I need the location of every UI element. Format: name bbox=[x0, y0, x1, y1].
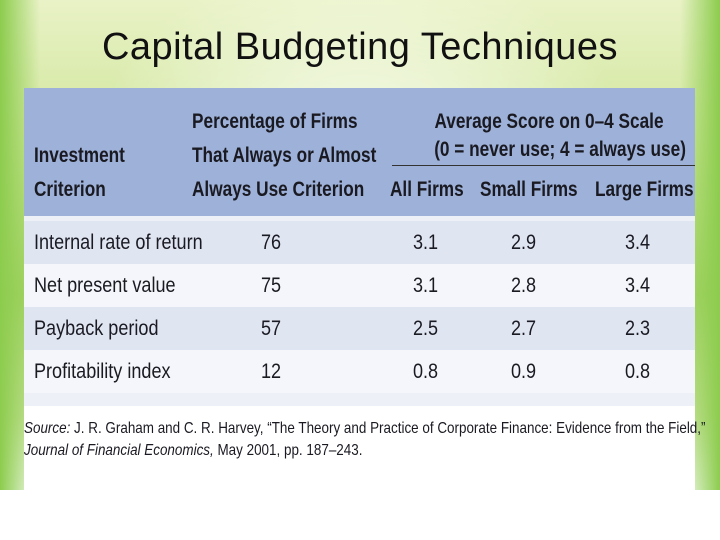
survey-table: Investment Criterion Percentage of Firms… bbox=[24, 88, 695, 406]
table-source-note: Source: J. R. Graham and C. R. Harvey, “… bbox=[24, 418, 706, 462]
source-line1: Source: J. R. Graham and C. R. Harvey, “… bbox=[24, 418, 706, 440]
row-large-firms: 3.4 bbox=[625, 231, 651, 254]
table-header: Investment Criterion Percentage of Firms… bbox=[24, 88, 695, 216]
table-row: Profitability index 12 0.8 0.9 0.8 bbox=[24, 350, 695, 393]
row-small-firms: 2.8 bbox=[511, 274, 537, 297]
source-authors-title: J. R. Graham and C. R. Harvey, “The Theo… bbox=[70, 420, 706, 437]
header-all-firms: All Firms bbox=[390, 178, 464, 201]
row-criterion: Payback period bbox=[34, 317, 159, 340]
header-group-rule bbox=[392, 165, 695, 166]
table-row: Net present value 75 3.1 2.8 3.4 bbox=[24, 264, 695, 307]
row-pct: 75 bbox=[261, 274, 282, 297]
header-criterion-line2: Criterion bbox=[34, 178, 106, 201]
row-pct: 57 bbox=[261, 317, 282, 340]
slide-title: Capital Budgeting Techniques bbox=[101, 26, 619, 68]
table-row: Payback period 57 2.5 2.7 2.3 bbox=[24, 307, 695, 350]
table-row: Internal rate of return 76 3.1 2.9 3.4 bbox=[24, 221, 695, 264]
row-small-firms: 2.9 bbox=[511, 231, 537, 254]
row-large-firms: 2.3 bbox=[625, 317, 651, 340]
row-pct: 12 bbox=[261, 360, 282, 383]
row-all-firms: 3.1 bbox=[413, 274, 439, 297]
source-label: Source: bbox=[24, 420, 71, 437]
header-avg-line2: (0 = never use; 4 = always use) bbox=[434, 138, 686, 161]
row-all-firms: 2.5 bbox=[413, 317, 439, 340]
header-avg-line1: Average Score on 0–4 Scale bbox=[434, 110, 664, 133]
row-pct: 76 bbox=[261, 231, 282, 254]
row-small-firms: 0.9 bbox=[511, 360, 537, 383]
row-large-firms: 0.8 bbox=[625, 360, 651, 383]
row-small-firms: 2.7 bbox=[511, 317, 537, 340]
row-criterion: Net present value bbox=[34, 274, 176, 297]
header-pct-line1: Percentage of Firms bbox=[192, 110, 358, 133]
header-small-firms: Small Firms bbox=[480, 178, 578, 201]
header-criterion-line1: Investment bbox=[34, 144, 125, 167]
header-pct-line3: Always Use Criterion bbox=[192, 178, 365, 201]
header-pct-line2: That Always or Almost bbox=[192, 144, 377, 167]
source-date-pages: May 2001, pp. 187–243. bbox=[213, 442, 363, 459]
survey-figure: Investment Criterion Percentage of Firms… bbox=[24, 88, 706, 492]
row-large-firms: 3.4 bbox=[625, 274, 651, 297]
row-criterion: Internal rate of return bbox=[34, 231, 203, 254]
row-all-firms: 0.8 bbox=[413, 360, 439, 383]
header-large-firms: Large Firms bbox=[595, 178, 694, 201]
source-line2: Journal of Financial Economics, May 2001… bbox=[24, 440, 588, 462]
row-all-firms: 3.1 bbox=[413, 231, 439, 254]
row-criterion: Profitability index bbox=[34, 360, 171, 383]
source-journal: Journal of Financial Economics, bbox=[24, 442, 214, 459]
